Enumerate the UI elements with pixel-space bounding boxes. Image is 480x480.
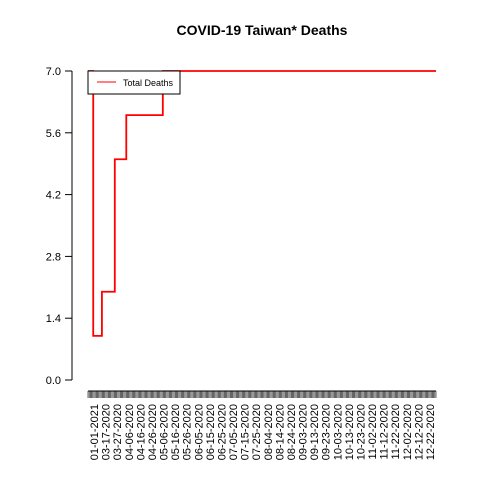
x-tick-label: 05-16-2020	[170, 404, 182, 460]
x-tick-label: 08-04-2020	[263, 404, 275, 460]
x-tick-label: 09-23-2020	[321, 404, 333, 460]
series-layer	[88, 70, 436, 337]
x-tick-label: 03-17-2020	[101, 404, 113, 460]
x-tick-label: 05-26-2020	[182, 404, 194, 460]
x-tick-label: 04-26-2020	[147, 404, 159, 460]
x-tick-label: 12-02-2020	[402, 404, 414, 460]
legend-box	[87, 70, 181, 95]
x-tick-band	[87, 391, 437, 398]
legend: Total Deaths	[87, 70, 181, 95]
x-tick-label: 07-25-2020	[251, 404, 263, 460]
x-tick-label: 08-14-2020	[274, 404, 286, 460]
x-tick-label: 09-13-2020	[309, 404, 321, 460]
x-tick-label: 11-12-2020	[379, 404, 391, 459]
x-tick-label: 11-22-2020	[390, 404, 402, 459]
y-tick-label: 1.4	[46, 313, 61, 325]
y-tick-label: 5.6	[46, 128, 61, 140]
chart-title: COVID-19 Taiwan* Deaths	[177, 22, 348, 38]
x-tick-label: 09-03-2020	[298, 404, 310, 460]
y-tick-label: 0.0	[46, 375, 61, 387]
y-tick-label: 7.0	[46, 66, 61, 78]
y-tick-label: 4.2	[46, 190, 61, 202]
x-tick-label: 10-23-2020	[355, 404, 367, 460]
x-tick-label: 04-06-2020	[124, 404, 136, 460]
y-axis: 0.0 1.4 2.8 4.2 5.6 7.0	[46, 66, 72, 387]
x-tick-label: 03-27-2020	[112, 404, 124, 460]
x-tick-label: 01-01-2021	[89, 404, 101, 460]
x-tick-label: 05-06-2020	[159, 404, 171, 460]
x-tick-label: 10-13-2020	[344, 404, 356, 460]
x-tick-label: 07-15-2020	[240, 404, 252, 460]
x-tick-label: 06-25-2020	[216, 404, 228, 460]
x-tick-label: 06-15-2020	[205, 404, 217, 460]
x-axis: 01-01-2021 03-17-2020 03-27-2020 04-06-2020…	[87, 390, 437, 460]
x-tick-label: 10-03-2020	[332, 404, 344, 460]
x-tick-label: 12-22-2020	[425, 404, 437, 460]
x-tick-label: 08-24-2020	[286, 404, 298, 460]
x-tick-label: 07-05-2020	[228, 404, 240, 460]
x-tick-label: 06-05-2020	[193, 404, 205, 460]
y-tick-label: 2.8	[46, 251, 61, 263]
legend-label: Total Deaths	[123, 78, 174, 88]
x-tick-label: 04-16-2020	[135, 404, 147, 460]
x-tick-label: 12-12-2020	[413, 404, 425, 460]
x-tick-label: 11-02-2020	[367, 404, 379, 459]
series-line	[88, 70, 436, 337]
